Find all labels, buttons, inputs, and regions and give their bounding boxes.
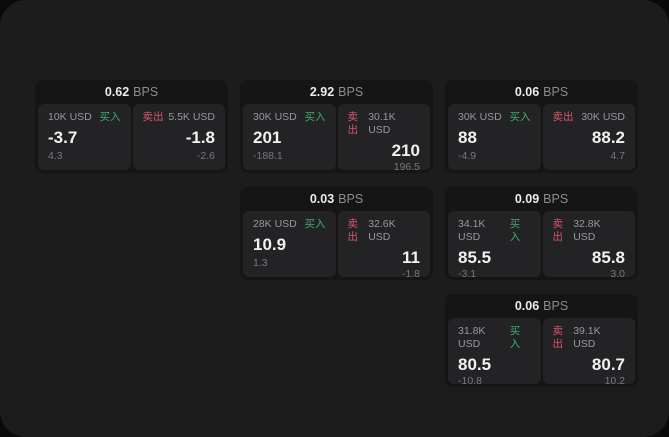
buy-price: -3.7	[48, 128, 78, 147]
sell-notional: 30K USD	[581, 111, 625, 123]
buy-label: 买入	[304, 218, 326, 230]
sell-panel[interactable]: 卖出 30.1K USD 210 196.5	[337, 104, 430, 173]
sell-secondary-value: 4.7	[610, 150, 625, 162]
buy-price: 80.5	[458, 355, 492, 374]
buy-panel[interactable]: 34.1K USD 买入 85.5 -3.1	[448, 211, 541, 280]
buy-panel[interactable]: 28K USD 买入 10.9 1.3	[243, 211, 336, 277]
quote-card: 0.62 BPS 10K USD 买入 -3.7 4.3 卖出 5.5K USD	[35, 80, 228, 173]
bps-value: 2.92	[309, 85, 335, 99]
buy-secondary-value: 4.3	[48, 150, 63, 162]
sell-secondary-value: 10.2	[604, 375, 625, 387]
quote-panels: 31.8K USD 买入 80.5 -10.8 卖出 39.1K USD 80.…	[448, 318, 635, 387]
bps-header: 0.06 BPS	[448, 294, 635, 318]
sell-notional: 39.1K USD	[573, 325, 601, 350]
buy-panel[interactable]: 31.8K USD 买入 80.5 -10.8	[448, 318, 541, 387]
bps-unit-label: BPS	[338, 85, 364, 99]
sell-notional: 32.8K USD	[573, 218, 601, 243]
sell-label: 卖出	[552, 218, 564, 243]
sell-price: 210	[391, 141, 420, 160]
bps-header: 0.09 BPS	[448, 187, 635, 211]
bps-header: 0.06 BPS	[448, 80, 635, 104]
sell-label: 卖出	[347, 111, 359, 136]
quote-panels: 34.1K USD 买入 85.5 -3.1 卖出 32.8K USD 85.8…	[448, 211, 635, 280]
bps-header: 2.92 BPS	[243, 80, 430, 104]
bps-unit-label: BPS	[133, 85, 159, 99]
sell-secondary-value: -1.8	[401, 268, 420, 280]
sell-label: 卖出	[552, 111, 574, 123]
buy-label: 买入	[99, 111, 121, 123]
sell-secondary-value: 196.5	[393, 161, 420, 173]
buy-label: 买入	[509, 111, 531, 123]
bps-unit-label: BPS	[543, 192, 569, 206]
buy-secondary-value: -4.9	[458, 150, 477, 162]
sell-label: 卖出	[347, 218, 359, 243]
bps-unit-label: BPS	[338, 192, 364, 206]
buy-notional: 30K USD	[458, 111, 502, 123]
quote-card: 0.03 BPS 28K USD 买入 10.9 1.3 卖出 32.6K US…	[240, 187, 433, 280]
buy-secondary-value: -10.8	[458, 375, 482, 387]
bps-header: 0.03 BPS	[243, 187, 430, 211]
quote-card: 0.09 BPS 34.1K USD 买入 85.5 -3.1 卖出 32.8K…	[445, 187, 638, 280]
buy-price: 10.9	[253, 235, 287, 254]
buy-label: 买入	[509, 218, 521, 243]
sell-price: 11	[402, 248, 420, 267]
bps-unit-label: BPS	[543, 85, 569, 99]
buy-notional: 28K USD	[253, 218, 297, 230]
quote-card: 0.06 BPS 30K USD 买入 88 -4.9 卖出 30K USD	[445, 80, 638, 173]
sell-panel[interactable]: 卖出 39.1K USD 80.7 10.2	[542, 318, 635, 387]
sell-price: 88.2	[591, 128, 625, 147]
sell-panel[interactable]: 卖出 32.8K USD 85.8 3.0	[542, 211, 635, 280]
bps-header: 0.62 BPS	[38, 80, 225, 104]
bps-value: 0.62	[104, 85, 130, 99]
quote-card: 0.06 BPS 31.8K USD 买入 80.5 -10.8 卖出 39.1…	[445, 294, 638, 387]
sell-panel[interactable]: 卖出 32.6K USD 11 -1.8	[337, 211, 430, 280]
sell-secondary-value: -2.6	[196, 150, 215, 162]
sell-panel[interactable]: 卖出 30K USD 88.2 4.7	[542, 104, 635, 170]
sell-label: 卖出	[142, 111, 164, 123]
sell-panel[interactable]: 卖出 5.5K USD -1.8 -2.6	[132, 104, 225, 170]
bps-unit-label: BPS	[543, 299, 569, 313]
buy-price: 88	[458, 128, 477, 147]
bps-value: 0.06	[514, 299, 540, 313]
buy-secondary-value: -3.1	[458, 268, 477, 280]
sell-label: 卖出	[552, 325, 564, 350]
buy-secondary-value: -188.1	[253, 150, 283, 162]
sell-notional: 30.1K USD	[368, 111, 396, 136]
buy-notional: 10K USD	[48, 111, 92, 123]
quote-panels: 30K USD 买入 201 -188.1 卖出 30.1K USD 210 1…	[243, 104, 430, 173]
sell-notional: 32.6K USD	[368, 218, 396, 243]
sell-price: -1.8	[185, 128, 215, 147]
buy-notional: 34.1K USD	[458, 218, 486, 243]
buy-notional: 31.8K USD	[458, 325, 486, 350]
quote-card: 2.92 BPS 30K USD 买入 201 -188.1 卖出 30.1K …	[240, 80, 433, 173]
sell-price: 80.7	[591, 355, 625, 374]
quote-panels: 10K USD 买入 -3.7 4.3 卖出 5.5K USD -1.8 -2.…	[38, 104, 225, 170]
sell-secondary-value: 3.0	[610, 268, 625, 280]
buy-panel[interactable]: 10K USD 买入 -3.7 4.3	[38, 104, 131, 170]
buy-panel[interactable]: 30K USD 买入 201 -188.1	[243, 104, 336, 170]
bps-value: 0.06	[514, 85, 540, 99]
quote-panels: 30K USD 买入 88 -4.9 卖出 30K USD 88.2 4.7	[448, 104, 635, 170]
sell-notional: 5.5K USD	[168, 111, 215, 123]
buy-price: 201	[253, 128, 282, 147]
bps-value: 0.09	[514, 192, 540, 206]
buy-price: 85.5	[458, 248, 492, 267]
buy-label: 买入	[304, 111, 326, 123]
sell-price: 85.8	[591, 248, 625, 267]
quote-panels: 28K USD 买入 10.9 1.3 卖出 32.6K USD 11 -1.8	[243, 211, 430, 280]
quotes-grid: 0.62 BPS 10K USD 买入 -3.7 4.3 卖出 5.5K USD	[35, 80, 638, 387]
buy-notional: 30K USD	[253, 111, 297, 123]
buy-secondary-value: 1.3	[253, 257, 268, 269]
bps-value: 0.03	[309, 192, 335, 206]
buy-label: 买入	[509, 325, 521, 350]
buy-panel[interactable]: 30K USD 买入 88 -4.9	[448, 104, 541, 170]
